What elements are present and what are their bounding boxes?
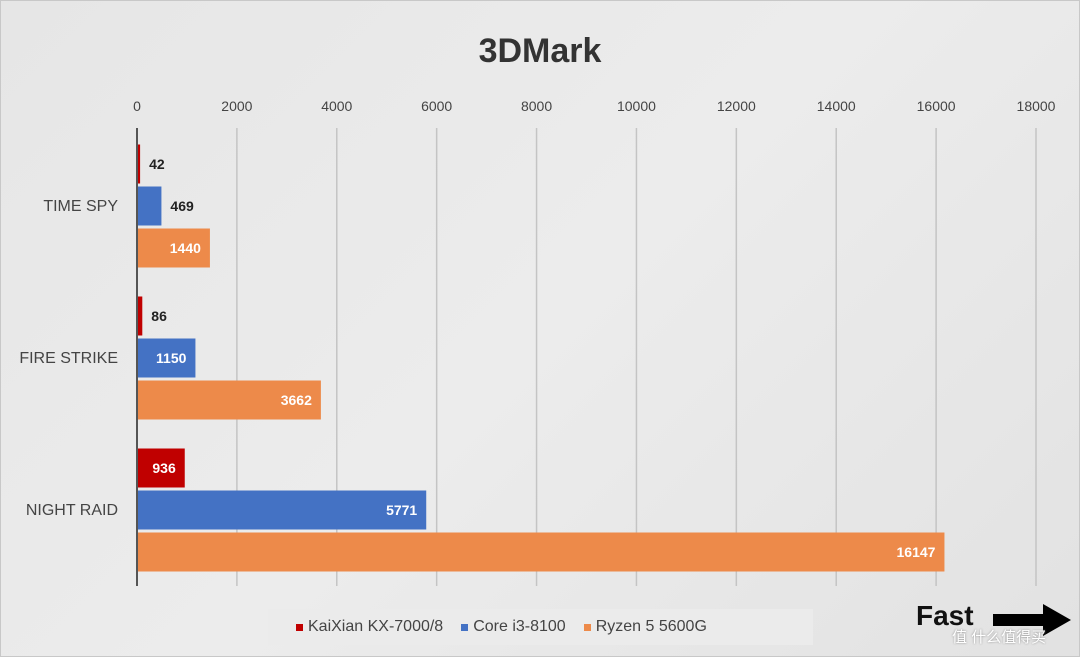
legend-label: Core i3-8100 bbox=[473, 618, 566, 635]
bar bbox=[138, 448, 185, 488]
data-label: 469 bbox=[170, 198, 194, 214]
x-tick-label: 18000 bbox=[1017, 98, 1056, 114]
bar bbox=[138, 338, 196, 378]
right-arrow-icon bbox=[993, 604, 1071, 636]
x-tick-label: 2000 bbox=[221, 98, 252, 114]
bar bbox=[138, 296, 143, 336]
fast-annotation: Fast bbox=[916, 600, 974, 631]
x-tick-label: 14000 bbox=[817, 98, 856, 114]
legend-item: Core i3-8100 bbox=[461, 618, 566, 636]
bar bbox=[138, 532, 945, 572]
chart-title: 3DMark bbox=[479, 32, 602, 70]
legend-item: KaiXian KX-7000/8 bbox=[296, 618, 443, 636]
bar bbox=[138, 490, 427, 530]
data-label: 5771 bbox=[386, 502, 417, 518]
legend-swatch bbox=[583, 623, 591, 631]
data-label: 42 bbox=[149, 156, 165, 172]
bar bbox=[138, 380, 321, 420]
x-tick-label: 16000 bbox=[917, 98, 956, 114]
legend-swatch bbox=[461, 623, 469, 631]
data-label: 86 bbox=[151, 308, 167, 324]
y-category-label: FIRE STRIKE bbox=[19, 350, 118, 367]
legend-item: Ryzen 5 5600G bbox=[583, 618, 707, 636]
legend-label: Ryzen 5 5600G bbox=[595, 618, 707, 635]
bar bbox=[138, 144, 141, 184]
data-label: 936 bbox=[152, 460, 176, 476]
y-category-label: NIGHT RAID bbox=[26, 502, 118, 519]
x-tick-label: 12000 bbox=[717, 98, 756, 114]
x-tick-label: 4000 bbox=[321, 98, 352, 114]
legend-swatch bbox=[296, 623, 303, 631]
data-label: 1150 bbox=[156, 350, 187, 366]
legend: KaiXian KX-7000/8 Core i3-8100 Ryzen 5 560… bbox=[268, 609, 813, 645]
data-label: 16147 bbox=[897, 544, 936, 560]
watermark: 值 什么值得买 bbox=[952, 629, 1047, 646]
data-label: 3662 bbox=[281, 392, 312, 408]
x-tick-label: 8000 bbox=[521, 98, 552, 114]
x-tick-label: 10000 bbox=[617, 98, 656, 114]
x-tick-label: 6000 bbox=[421, 98, 452, 114]
bar bbox=[138, 228, 210, 268]
bar bbox=[138, 186, 162, 226]
legend-label: KaiXian KX-7000/8 bbox=[308, 618, 444, 635]
data-label: 1440 bbox=[170, 240, 201, 256]
x-tick-label: 0 bbox=[133, 98, 141, 114]
y-category-label: TIME SPY bbox=[43, 198, 118, 215]
